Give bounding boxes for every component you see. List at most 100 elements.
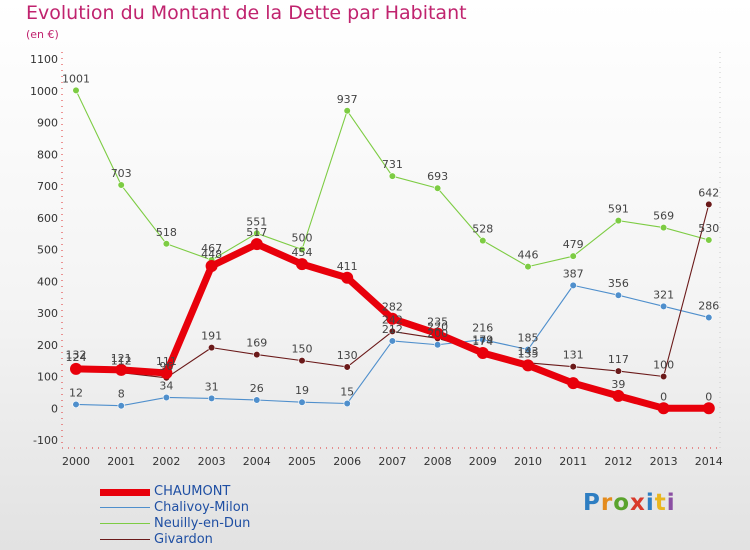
x-tick-label: 2007	[378, 455, 406, 468]
chart-plot: -100010020030040050060070080090010001100…	[30, 52, 723, 468]
data-point-chalivoy-milon	[524, 345, 532, 354]
data-point-chaumont	[431, 327, 444, 340]
data-point-chalivoy-milon	[705, 313, 713, 322]
data-point-givardon	[705, 200, 713, 209]
x-tick-label: 2008	[424, 455, 452, 468]
data-label-neuilly-en-dun: 528	[472, 223, 493, 236]
data-label-chaumont: 517	[246, 226, 267, 239]
chart-subtitle: (en €)	[26, 28, 59, 41]
chart-title: Evolution du Montant de la Dette par Hab…	[26, 2, 467, 24]
data-label-chalivoy-milon: 15	[340, 385, 354, 398]
data-point-givardon	[343, 363, 351, 371]
legend-label-givardon: Givardon	[154, 532, 213, 547]
legend-item-chalivoy-milon: Chalivoy-Milon	[100, 500, 320, 516]
data-label-chaumont: 448	[201, 248, 222, 261]
data-point-neuilly-en-dun	[253, 229, 261, 237]
data-point-chaumont	[386, 312, 399, 325]
data-label-chalivoy-milon: 19	[295, 384, 309, 397]
legend-item-chaumont: CHAUMONT	[100, 484, 320, 500]
data-label-neuilly-en-dun: 467	[201, 242, 222, 255]
chart-legend: CHAUMONT Chalivoy-Milon Neuilly-en-Dun G…	[100, 484, 320, 548]
legend-swatch-chalivoy-milon	[100, 507, 150, 508]
data-label-neuilly-en-dun: 446	[518, 249, 539, 262]
data-label-chalivoy-milon: 8	[118, 388, 125, 401]
data-point-neuilly-en-dun	[388, 172, 397, 180]
data-point-givardon	[208, 344, 216, 352]
y-tick-label: 100	[37, 371, 58, 384]
y-tick-label: 900	[37, 117, 58, 130]
data-point-givardon	[298, 357, 306, 365]
data-label-chaumont: 124	[66, 351, 87, 364]
data-label-neuilly-en-dun: 937	[337, 93, 358, 106]
data-label-neuilly-en-dun: 569	[653, 210, 674, 223]
data-label-neuilly-en-dun: 703	[111, 167, 132, 180]
data-point-chaumont	[160, 367, 173, 380]
y-tick-label: 1000	[30, 85, 58, 98]
data-point-givardon	[253, 350, 261, 359]
data-label-chalivoy-milon: 387	[563, 267, 584, 280]
legend-label-neuilly-en-dun: Neuilly-en-Dun	[154, 516, 251, 531]
data-label-givardon: 100	[653, 359, 674, 372]
data-point-chaumont	[341, 271, 354, 284]
data-label-givardon: 642	[698, 186, 719, 199]
data-point-chaumont	[612, 389, 625, 402]
legend-swatch-chaumont	[100, 489, 150, 496]
data-point-chalivoy-milon	[659, 302, 668, 310]
data-point-chaumont	[250, 238, 263, 251]
x-tick-label: 2000	[62, 455, 90, 468]
data-label-chalivoy-milon: 26	[250, 382, 264, 395]
x-tick-label: 2010	[514, 455, 542, 468]
data-label-neuilly-en-dun: 530	[698, 222, 719, 235]
data-label-neuilly-en-dun: 479	[563, 238, 584, 251]
data-label-chalivoy-milon: 31	[205, 380, 219, 393]
data-label-neuilly-en-dun: 518	[156, 226, 177, 239]
data-point-chalivoy-milon	[434, 341, 442, 349]
y-tick-label: 700	[37, 180, 58, 193]
logo-letter: r	[600, 490, 614, 516]
data-point-chalivoy-milon	[298, 398, 306, 406]
data-point-chaumont	[657, 402, 670, 415]
data-label-chalivoy-milon: 200	[427, 327, 448, 340]
legend-label-chaumont: CHAUMONT	[154, 484, 231, 499]
legend-swatch-givardon	[100, 539, 150, 540]
data-label-givardon: 112	[111, 355, 132, 368]
data-label-chaumont: 411	[337, 260, 358, 273]
x-tick-label: 2003	[198, 455, 226, 468]
data-label-chaumont: 454	[292, 246, 313, 259]
x-tick-label: 2006	[333, 455, 361, 468]
x-tick-label: 2013	[650, 455, 678, 468]
data-point-chalivoy-milon	[208, 394, 216, 403]
data-point-chalivoy-milon	[72, 400, 80, 409]
y-tick-label: 1100	[30, 53, 58, 66]
data-label-chalivoy-milon: 356	[608, 277, 629, 290]
data-label-givardon: 117	[608, 353, 629, 366]
data-point-chalivoy-milon	[343, 399, 351, 408]
x-tick-label: 2004	[243, 455, 271, 468]
data-label-chaumont: 0	[660, 390, 667, 403]
data-label-givardon: 150	[292, 343, 313, 356]
y-tick-label: 400	[37, 275, 58, 288]
y-tick-label: 800	[37, 148, 58, 161]
data-point-chalivoy-milon	[162, 393, 170, 402]
data-label-chalivoy-milon: 185	[518, 332, 539, 345]
data-point-givardon	[569, 363, 577, 371]
y-tick-label: 0	[51, 402, 58, 415]
x-tick-label: 2001	[107, 455, 135, 468]
legend-swatch-neuilly-en-dun	[100, 523, 150, 524]
data-label-chaumont: 39	[611, 378, 625, 391]
data-label-givardon: 242	[382, 313, 403, 326]
x-tick-label: 2002	[152, 455, 180, 468]
data-point-neuilly-en-dun	[614, 217, 623, 225]
data-point-chaumont	[296, 258, 308, 271]
x-tick-label: 2012	[604, 455, 632, 468]
data-label-chaumont: 135	[518, 347, 539, 360]
logo-letter: i	[645, 490, 655, 516]
proxiti-logo: Proxiti	[583, 490, 676, 516]
data-label-chaumont: 111	[156, 355, 177, 368]
data-label-givardon: 143	[518, 345, 539, 358]
logo-letter: o	[613, 490, 631, 516]
data-label-givardon: 131	[563, 349, 584, 362]
data-point-neuilly-en-dun	[162, 240, 170, 248]
data-label-givardon: 96	[159, 360, 173, 373]
data-label-chalivoy-milon: 216	[472, 322, 493, 335]
